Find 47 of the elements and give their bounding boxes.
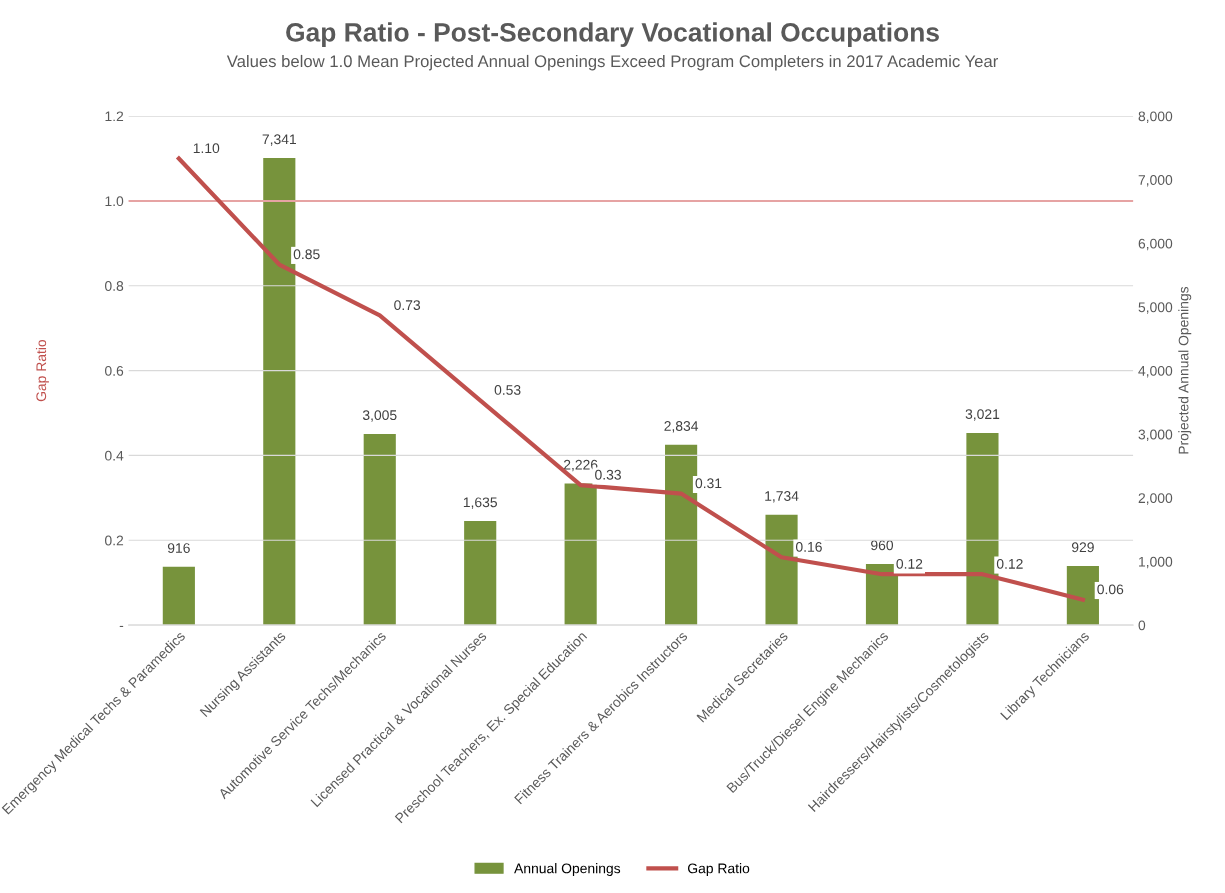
y2-axis-title: Projected Annual Openings	[1178, 286, 1192, 454]
data-label: 1,734	[765, 491, 799, 503]
data-label: 0.12	[996, 558, 1023, 569]
chart-subtitle: Values below 1.0 Mean Projected Annual Openings Exceed Program Completers in 2017 Academic Year	[226, 54, 998, 71]
bar	[363, 433, 396, 626]
data-label: 0.31	[695, 478, 722, 489]
legend-label: Annual Openings	[514, 863, 621, 877]
data-label: 960	[871, 540, 894, 551]
y2-tick-label: 0	[1138, 620, 1146, 631]
data-label: 0.16	[795, 541, 822, 552]
chart-title: Gap Ratio - Post-Secondary Vocational Occupations	[286, 22, 939, 47]
data-label: 3,021	[965, 409, 1000, 421]
y2-tick-label: 3,000	[1138, 429, 1173, 442]
y-tick-label: 0.8	[105, 281, 124, 291]
bar	[966, 432, 999, 626]
data-label: 0.73	[394, 300, 421, 311]
legend-label: Gap Ratio	[687, 863, 750, 877]
y-tick-label: 1.2	[105, 111, 124, 122]
y2-tick-label: 4,000	[1138, 365, 1173, 378]
data-label: 2,834	[664, 421, 699, 433]
data-label: 1.10	[193, 143, 220, 154]
y-tick-label: 0.4	[105, 450, 124, 461]
data-label: 916	[167, 543, 190, 553]
y2-tick-label: 5,000	[1138, 302, 1173, 314]
y-tick-label: 0.2	[105, 535, 124, 546]
y2-tick-label: 8,000	[1138, 111, 1173, 123]
data-label: 1,635	[463, 497, 497, 509]
y-tick-label: 0.6	[105, 365, 124, 376]
bar	[1066, 565, 1099, 626]
y2-tick-label: 7,000	[1138, 175, 1173, 187]
y2-tick-label: 6,000	[1138, 238, 1173, 251]
bar	[464, 521, 497, 626]
data-label: 0.85	[293, 249, 320, 260]
data-label: 3,005	[362, 410, 397, 422]
data-label: 929	[1071, 542, 1094, 553]
y-tick-label: 1.0	[105, 196, 124, 207]
data-label: 0.53	[494, 385, 521, 395]
bar	[162, 566, 195, 626]
y2-tick-label: 2,000	[1138, 493, 1173, 505]
y2-tick-label: 1,000	[1139, 556, 1173, 569]
data-label: 0.12	[896, 558, 923, 569]
y-tick-label: -	[119, 625, 124, 627]
bar	[564, 483, 597, 626]
data-label: 7,341	[262, 134, 296, 146]
data-label: 0.06	[1097, 584, 1124, 595]
y-axis-title: Gap Ratio	[35, 339, 49, 402]
bar	[765, 514, 798, 626]
